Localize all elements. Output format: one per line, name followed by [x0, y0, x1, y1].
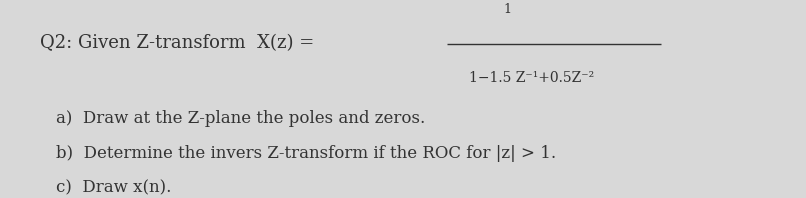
Text: Q2: Given Z-transform  X(z) =: Q2: Given Z-transform X(z) = — [40, 35, 320, 52]
Text: 1: 1 — [504, 3, 512, 16]
Text: c)  Draw x(n).: c) Draw x(n). — [56, 180, 172, 197]
Text: 1−1.5 Z⁻¹+0.5Z⁻²: 1−1.5 Z⁻¹+0.5Z⁻² — [469, 71, 595, 85]
Text: b)  Determine the invers Z-transform if the ROC for |z| > 1.: b) Determine the invers Z-transform if t… — [56, 145, 557, 162]
Text: a)  Draw at the Z-plane the poles and zeros.: a) Draw at the Z-plane the poles and zer… — [56, 110, 426, 127]
